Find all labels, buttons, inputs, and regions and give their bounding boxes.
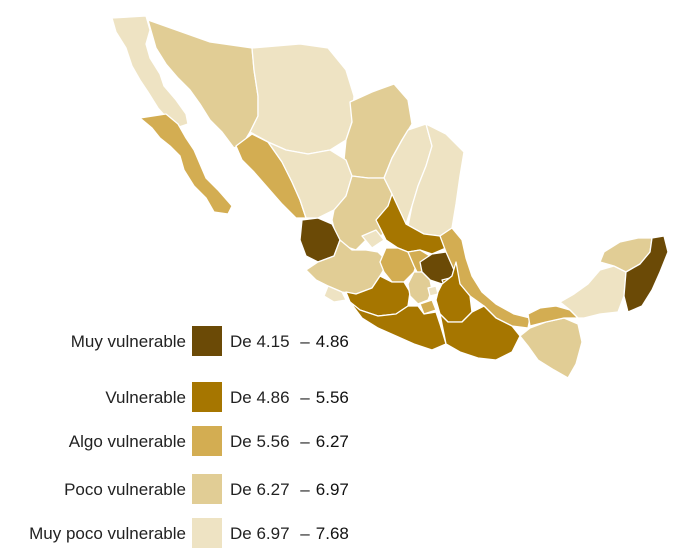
state-chihuahua[interactable] bbox=[249, 43, 355, 155]
legend-range-low: 4.86 bbox=[256, 388, 290, 407]
legend-range-prefix: De bbox=[230, 332, 252, 351]
legend-row: Poco vulnerable De 6.27 –6.97 bbox=[0, 474, 380, 504]
legend-range-dash: – bbox=[300, 480, 310, 499]
legend-range: De 6.27 –6.97 bbox=[230, 480, 349, 500]
legend-swatch bbox=[192, 474, 222, 504]
legend-range: De 5.56 –6.27 bbox=[230, 432, 349, 452]
legend-range: De 6.97 –7.68 bbox=[230, 524, 349, 544]
state-baja-california-sur[interactable] bbox=[139, 113, 233, 215]
state-guerrero[interactable] bbox=[349, 301, 447, 351]
legend-swatch bbox=[192, 518, 222, 548]
legend-range: De 4.86 –5.56 bbox=[230, 388, 349, 408]
legend-range-high: 6.97 bbox=[315, 480, 349, 499]
legend-range-low: 5.56 bbox=[256, 432, 290, 451]
state-guanajuato[interactable] bbox=[379, 247, 419, 283]
legend-range-high: 5.56 bbox=[315, 388, 349, 407]
state-chiapas[interactable] bbox=[519, 317, 583, 379]
legend-range-low: 4.15 bbox=[256, 332, 290, 351]
state-colima[interactable] bbox=[323, 285, 347, 303]
legend-range-low: 6.97 bbox=[256, 524, 290, 543]
legend-range-prefix: De bbox=[230, 524, 252, 543]
legend-swatch bbox=[192, 426, 222, 456]
legend-label: Poco vulnerable bbox=[64, 480, 186, 499]
legend-range-dash: – bbox=[300, 432, 310, 451]
state-cdmx[interactable] bbox=[427, 285, 439, 297]
legend-swatch bbox=[192, 326, 222, 356]
legend-range-prefix: De bbox=[230, 432, 252, 451]
legend-range-high: 4.86 bbox=[315, 332, 349, 351]
legend-range-high: 6.27 bbox=[315, 432, 349, 451]
state-quintana-roo[interactable] bbox=[623, 235, 669, 313]
legend-row: Muy vulnerable De 4.15 –4.86 bbox=[0, 326, 380, 356]
legend-label: Algo vulnerable bbox=[68, 432, 186, 451]
legend-label: Muy vulnerable bbox=[70, 332, 186, 351]
legend-row: Vulnerable De 4.86 –5.56 bbox=[0, 382, 380, 412]
legend-range-high: 7.68 bbox=[315, 524, 349, 543]
legend-label: Muy poco vulnerable bbox=[29, 524, 186, 543]
legend-range-dash: – bbox=[300, 524, 310, 543]
legend-range-dash: – bbox=[300, 388, 310, 407]
state-baja-california[interactable] bbox=[111, 15, 189, 129]
state-oaxaca[interactable] bbox=[439, 305, 521, 361]
state-morelos[interactable] bbox=[419, 299, 437, 315]
legend-range-low: 6.27 bbox=[256, 480, 290, 499]
state-aguascalientes[interactable] bbox=[361, 229, 385, 249]
legend-label: Vulnerable bbox=[105, 388, 186, 407]
legend-range-prefix: De bbox=[230, 388, 252, 407]
legend-row: Muy poco vulnerable De 6.97 –7.68 bbox=[0, 518, 380, 548]
legend-swatch bbox=[192, 382, 222, 412]
state-campeche[interactable] bbox=[559, 265, 627, 319]
state-mexico[interactable] bbox=[407, 271, 433, 305]
legend-range-dash: – bbox=[300, 332, 310, 351]
legend-range: De 4.15 –4.86 bbox=[230, 332, 349, 352]
legend-range-prefix: De bbox=[230, 480, 252, 499]
legend-row: Algo vulnerable De 5.56 –6.27 bbox=[0, 426, 380, 456]
